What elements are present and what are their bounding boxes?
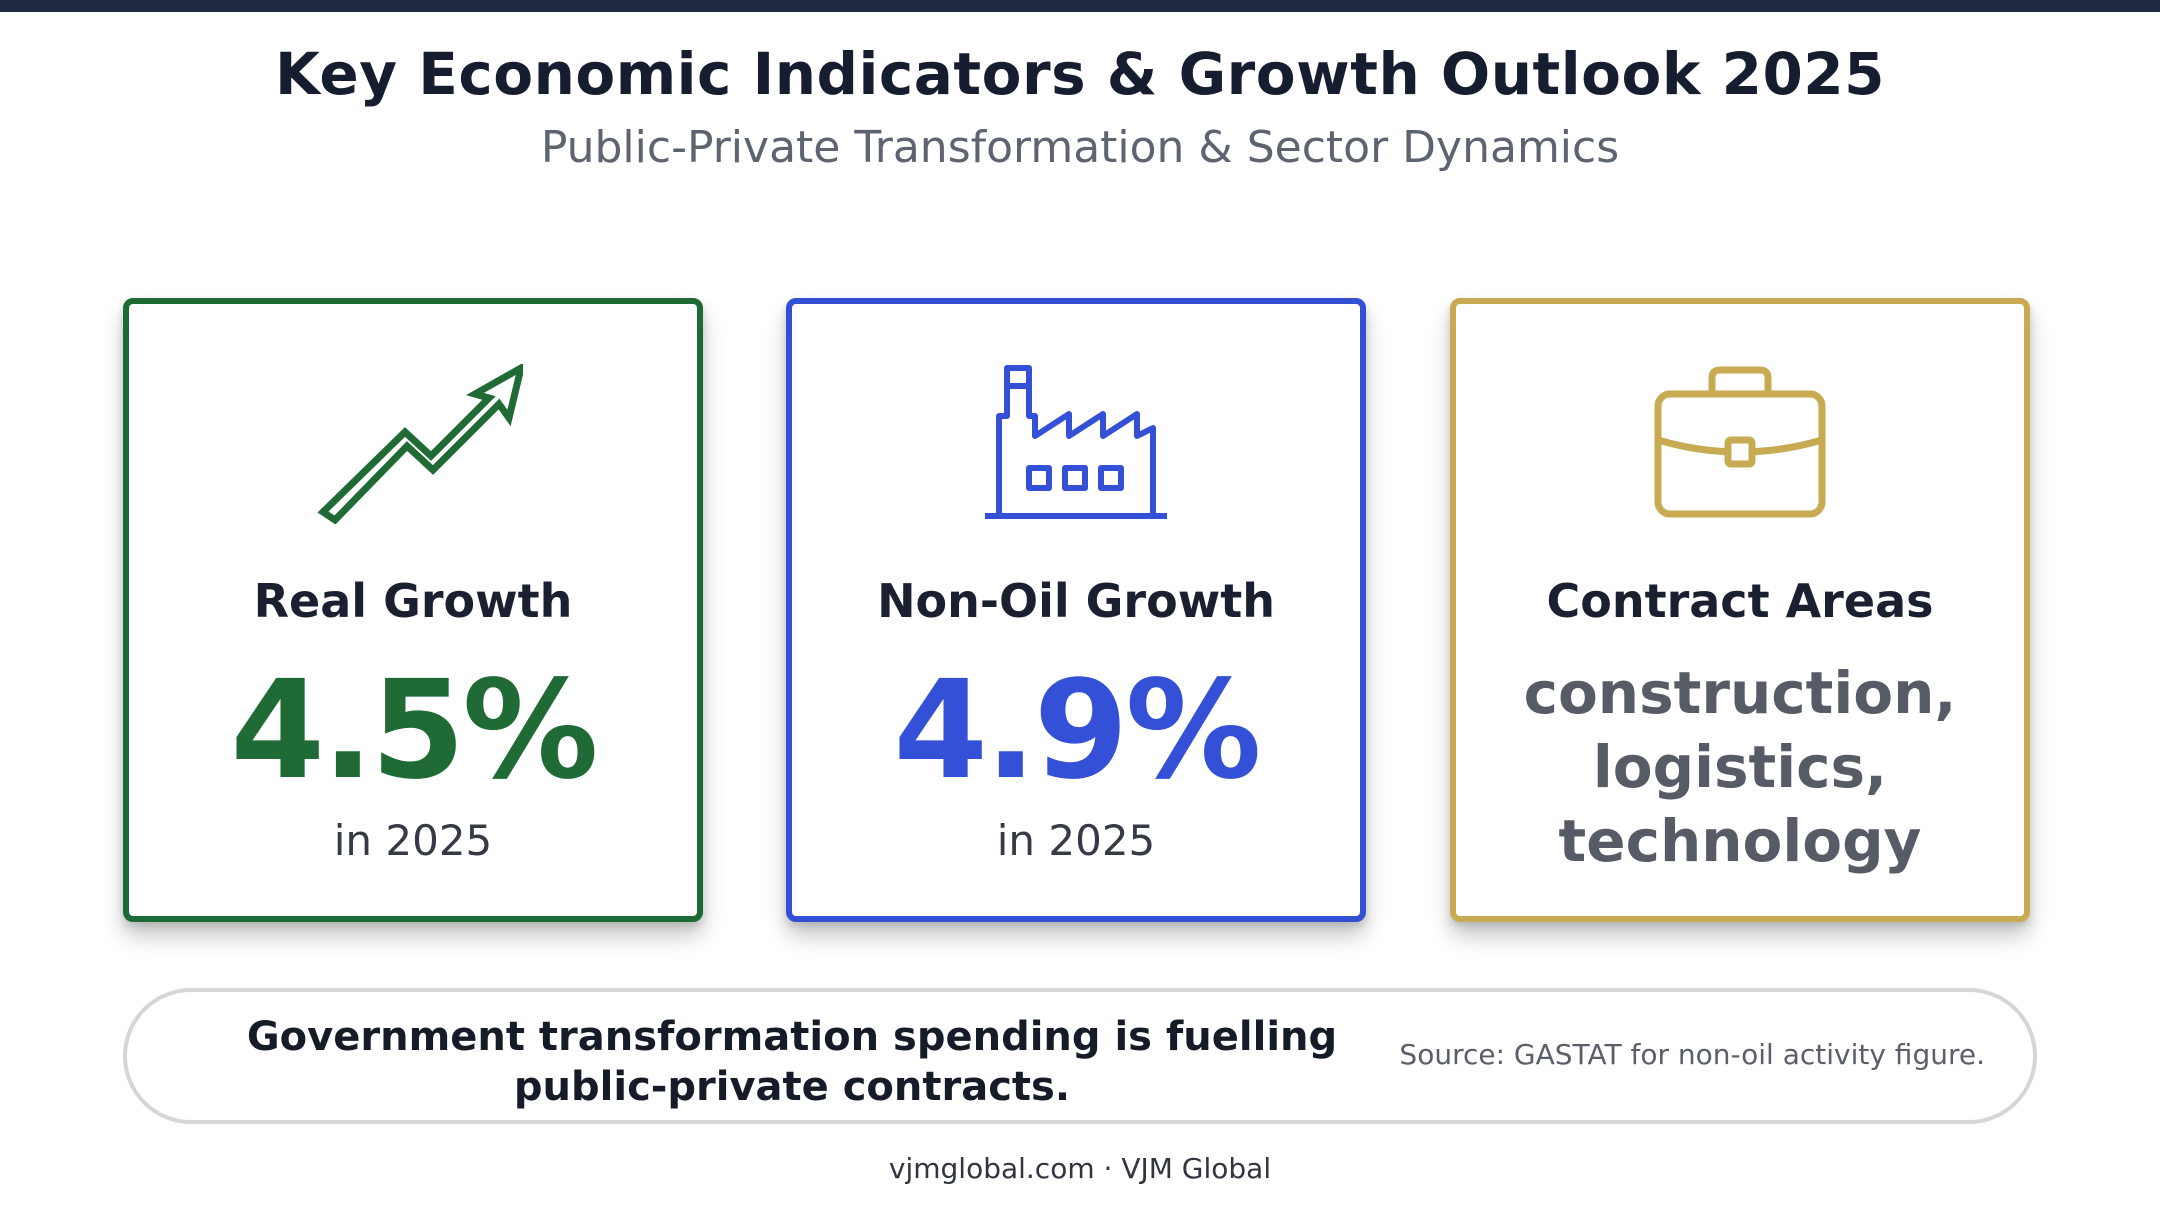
card-heading: Contract Areas bbox=[1546, 574, 1934, 628]
card-value: 4.5% bbox=[230, 652, 598, 810]
footer-credit: vjmglobal.com · VJM Global bbox=[888, 1152, 1272, 1185]
card-note: in 2025 bbox=[996, 816, 1156, 865]
summary-banner: Government transformation spending is fu… bbox=[123, 988, 2037, 1124]
card-heading: Real Growth bbox=[253, 574, 573, 628]
card-note: in 2025 bbox=[333, 816, 493, 865]
page-subtitle: Public-Private Transformation & Sector D… bbox=[540, 122, 1620, 173]
contract-areas-card: Contract Areas construction, logistics, … bbox=[1450, 298, 2030, 922]
non-oil-growth-card: Non-Oil Growth 4.9% in 2025 bbox=[786, 298, 1366, 922]
contract-area-item: technology bbox=[1558, 807, 1922, 875]
trending-up-arrow-icon bbox=[129, 364, 697, 524]
card-value: 4.9% bbox=[893, 652, 1261, 810]
real-growth-card: Real Growth 4.5% in 2025 bbox=[123, 298, 703, 922]
factory-icon bbox=[792, 364, 1360, 524]
summary-statement: Government transformation spending is fu… bbox=[246, 1014, 1338, 1110]
contract-area-item: logistics, bbox=[1592, 733, 1888, 801]
page-title: Key Economic Indicators & Growth Outlook… bbox=[274, 40, 1886, 108]
card-heading: Non-Oil Growth bbox=[877, 574, 1275, 628]
briefcase-icon bbox=[1456, 364, 2024, 524]
source-note: Source: GASTAT for non-oil activity figu… bbox=[1399, 1038, 1985, 1071]
top-accent-bar bbox=[0, 0, 2160, 12]
contract-areas-list: construction, logistics, technology bbox=[1456, 656, 2024, 878]
contract-area-item: construction, bbox=[1523, 659, 1957, 727]
